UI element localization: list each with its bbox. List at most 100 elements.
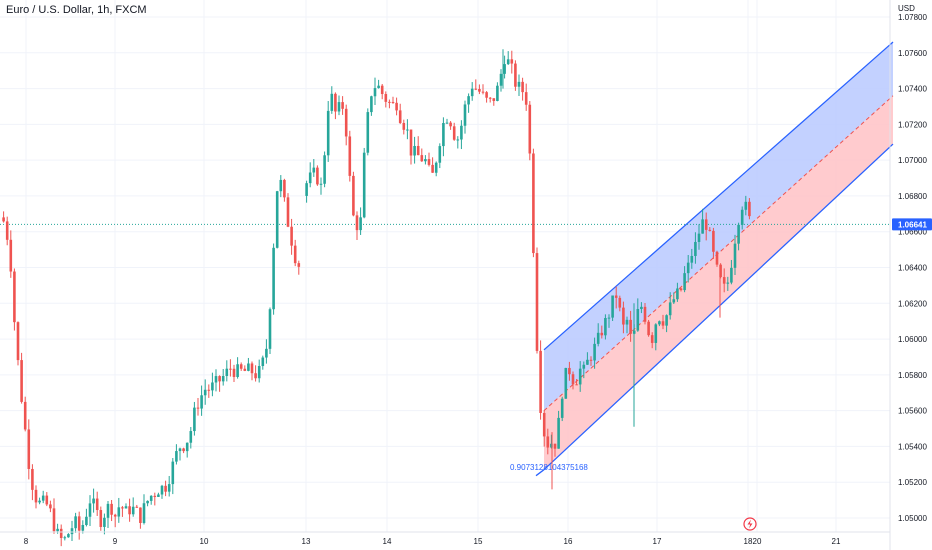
candle	[424, 155, 427, 165]
candle	[528, 101, 532, 161]
candle	[712, 227, 715, 259]
candle	[625, 316, 629, 334]
candle	[272, 243, 275, 315]
candle	[13, 268, 16, 331]
candle	[586, 352, 589, 365]
regression-channel[interactable]	[535, 41, 894, 477]
candle	[640, 302, 643, 314]
candle	[445, 118, 449, 124]
candle	[45, 492, 49, 507]
candle	[571, 371, 575, 390]
candle	[697, 224, 701, 250]
x-tick-label: 20	[753, 537, 762, 546]
candle	[175, 444, 178, 465]
candle	[564, 367, 568, 399]
candle	[409, 129, 413, 165]
candle	[225, 360, 229, 382]
candle	[722, 268, 726, 293]
x-tick-label: 17	[653, 537, 662, 546]
candle	[344, 104, 348, 146]
candle	[686, 254, 690, 283]
candle	[312, 159, 316, 177]
candle	[398, 103, 402, 125]
y-axis[interactable]: 1.05000 1.05200 1.05400 1.05600 1.05800 1.060…	[889, 0, 927, 550]
current-price-badge-bg	[892, 218, 932, 231]
candle	[330, 86, 334, 114]
candle	[384, 91, 388, 108]
candle	[643, 302, 647, 325]
candle	[607, 314, 611, 328]
currency-label: USD	[898, 4, 915, 13]
candle	[647, 319, 650, 337]
candle	[510, 50, 514, 74]
channel-upper-line[interactable]	[543, 41, 894, 351]
candle	[481, 84, 485, 95]
candle	[460, 120, 463, 150]
candle	[600, 325, 604, 339]
candle	[99, 506, 103, 531]
candle	[135, 504, 139, 508]
candle	[221, 369, 225, 386]
candle	[92, 488, 95, 513]
candle	[485, 91, 488, 103]
candle	[362, 147, 366, 219]
candle	[553, 443, 557, 457]
candle	[9, 230, 13, 278]
candle	[334, 92, 337, 120]
candle	[34, 485, 38, 509]
y-tick-label: 1.05400	[898, 442, 927, 451]
candle	[488, 97, 492, 103]
candle	[326, 101, 330, 162]
candle	[593, 337, 596, 369]
candle	[243, 365, 247, 372]
y-tick-label: 1.07000	[898, 156, 927, 165]
candle	[596, 323, 600, 347]
candle	[672, 292, 676, 305]
y-tick-label: 1.07600	[898, 49, 927, 58]
candle	[442, 117, 445, 157]
candle	[650, 332, 654, 349]
candle	[316, 165, 319, 186]
candle	[456, 136, 460, 149]
candle	[431, 157, 434, 173]
current-price-value: 1.06641	[898, 220, 927, 229]
candle	[708, 227, 712, 232]
candle	[524, 83, 528, 111]
candle	[297, 260, 301, 275]
candle	[146, 500, 149, 507]
candle	[377, 79, 380, 89]
channel-mid-line[interactable]	[543, 95, 894, 412]
candle	[16, 321, 20, 366]
lightning-bolt-icon[interactable]	[743, 517, 757, 531]
candle	[70, 520, 74, 542]
candle	[319, 177, 323, 195]
candle	[293, 239, 297, 267]
candle	[106, 501, 110, 529]
candle	[171, 457, 175, 495]
candle	[496, 82, 499, 102]
candle	[416, 136, 420, 156]
candle	[323, 151, 326, 188]
candle	[178, 447, 182, 461]
candle	[575, 379, 578, 386]
channel-value-label: 0.9073128104375168	[510, 463, 588, 472]
candle	[618, 295, 622, 312]
channel-lower-line[interactable]	[543, 143, 894, 471]
y-tick-label: 1.06200	[898, 299, 927, 308]
candle	[268, 307, 272, 355]
candle	[427, 152, 431, 167]
candle	[74, 512, 77, 533]
candle	[305, 180, 308, 203]
candle	[128, 498, 131, 522]
candle	[514, 60, 517, 91]
candle	[63, 535, 67, 541]
candle	[257, 359, 261, 383]
candle	[380, 84, 384, 100]
candle	[189, 426, 193, 449]
candle	[560, 396, 564, 422]
x-axis[interactable]: 8 9 10 13 14 15 16 17 18 20 21	[0, 531, 890, 546]
candle	[117, 497, 121, 523]
y-tick-label: 1.07200	[898, 120, 927, 129]
y-tick-label: 1.05000	[898, 514, 927, 523]
candle	[366, 108, 370, 156]
